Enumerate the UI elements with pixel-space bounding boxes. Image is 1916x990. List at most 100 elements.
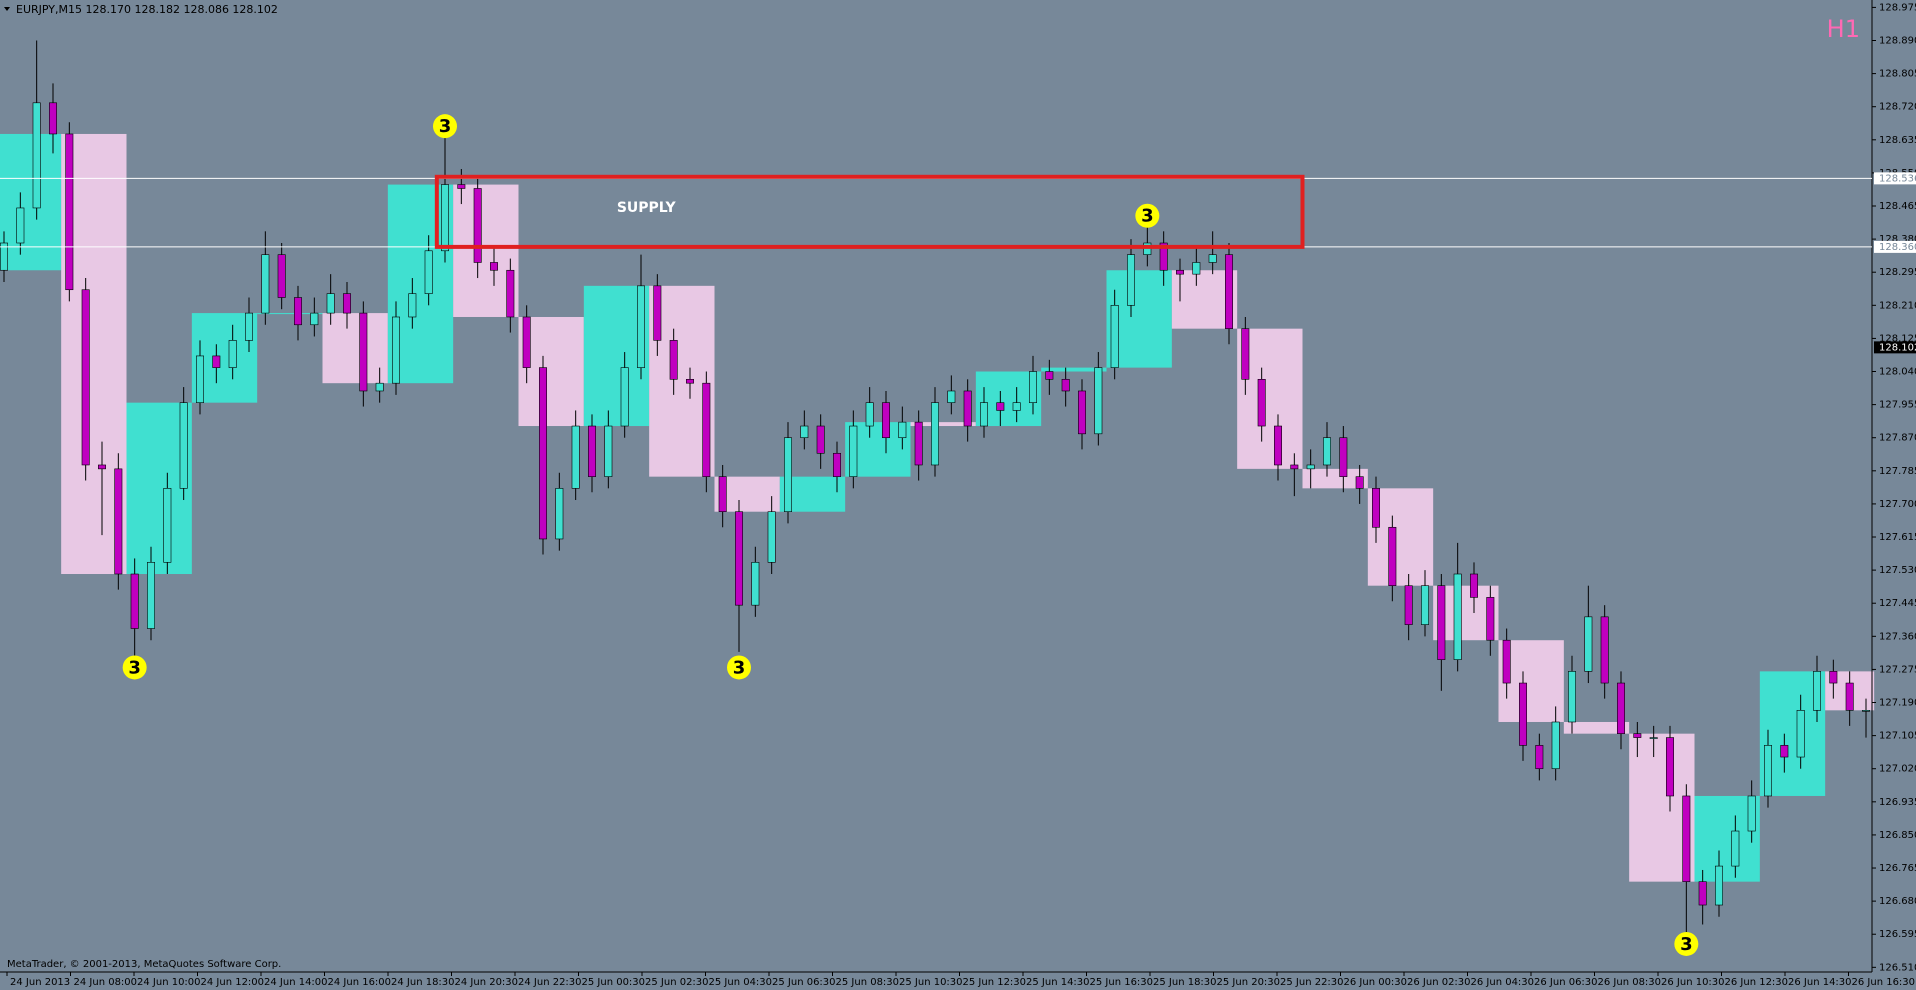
candle-body [130, 573, 139, 629]
candle-body [1094, 367, 1103, 435]
candle-body [1241, 328, 1250, 380]
wave-marker [433, 114, 457, 139]
x-tick-label: 25 Jun 12:30 [963, 977, 1027, 988]
candle-body [1323, 437, 1331, 466]
htf-body [257, 313, 323, 315]
candle-body [522, 316, 531, 368]
candle-body [0, 242, 8, 271]
wave-marker [1135, 203, 1160, 228]
candle-body [1519, 682, 1527, 746]
wave-marker [727, 655, 751, 680]
candle-body [1225, 254, 1233, 329]
candle-body [980, 402, 988, 427]
x-tick-label: 25 Jun 20:30 [1217, 977, 1281, 988]
candle-body [539, 367, 547, 540]
x-tick-label: 24 Jun 18:30 [391, 977, 455, 988]
x-tick-label: 25 Jun 18:30 [1153, 977, 1217, 988]
candle-body [1372, 488, 1380, 528]
y-tick-label: 127.955 [1879, 400, 1916, 411]
y-tick-label: 128.720 [1879, 102, 1916, 113]
candle-body [882, 402, 890, 439]
htf-body [910, 422, 976, 427]
candle-body [1633, 733, 1642, 738]
candle-body [1339, 437, 1348, 477]
candle-body [1453, 573, 1462, 660]
candle-body [1731, 830, 1740, 867]
candle-body [800, 425, 809, 439]
candle-body [1290, 464, 1299, 470]
candle-body [686, 378, 694, 384]
timeframe-label: H1 [1827, 15, 1860, 43]
candle-body [65, 133, 74, 291]
current-price-label: 128.102 [1879, 342, 1916, 353]
candle-body [1649, 737, 1658, 739]
y-tick-label: 126.850 [1879, 830, 1916, 841]
candle-body [1208, 254, 1217, 263]
x-tick-label: 24 Jun 08:00 [74, 977, 138, 988]
candle-body [784, 437, 792, 513]
chart-title: EURJPY,M15 128.170 128.182 128.086 128.1… [16, 3, 278, 16]
candle-body [1584, 616, 1593, 672]
candle-body [1306, 464, 1315, 470]
candle-body [620, 367, 629, 427]
wave-marker [1674, 931, 1699, 956]
candle-body [310, 312, 319, 326]
candle-body [735, 511, 743, 606]
candle-body [473, 188, 482, 263]
candle-body [555, 488, 564, 540]
candle-body [1176, 269, 1184, 275]
candle-body [1747, 795, 1756, 832]
candle-body [1666, 737, 1674, 797]
htf-body [1041, 367, 1107, 372]
candle-body [1437, 585, 1446, 660]
y-tick-label: 127.275 [1879, 664, 1916, 675]
candle-body [947, 390, 956, 403]
candle-body [849, 425, 858, 477]
y-tick-label: 126.765 [1879, 863, 1916, 874]
candle-body [1698, 881, 1707, 906]
candle-body [392, 316, 400, 384]
candle-body [1078, 390, 1086, 435]
candle-body [1862, 710, 1870, 712]
footer: MetaTrader, © 2001-2013, MetaQuotes Soft… [7, 959, 281, 970]
y-tick-label: 126.595 [1879, 929, 1916, 940]
x-tick-label: 25 Jun 16:30 [1090, 977, 1154, 988]
x-tick-label: 24 Jun 10:00 [137, 977, 201, 988]
y-tick-label: 128.295 [1879, 267, 1916, 278]
candle-body [1257, 378, 1266, 427]
x-tick-label: 26 Jun 04:30 [1471, 977, 1535, 988]
candle-body [1682, 795, 1691, 882]
x-tick-label: 24 Jun 16:00 [328, 977, 392, 988]
x-tick-label: 26 Jun 06:30 [1534, 977, 1598, 988]
candle-body [1029, 371, 1037, 403]
x-tick-label: 24 Jun 22:30 [518, 977, 582, 988]
x-tick-label: 25 Jun 06:30 [772, 977, 836, 988]
candle-body [114, 468, 123, 575]
x-tick-label: 25 Jun 02:30 [645, 977, 709, 988]
candle-body [163, 488, 172, 563]
htf-body [1563, 721, 1630, 734]
wave-marker-label: 3 [733, 657, 746, 678]
candle-body [98, 464, 106, 470]
level-label: 128.360 [1879, 242, 1916, 253]
x-tick-label: 26 Jun 14:30 [1788, 977, 1852, 988]
candle-body [653, 285, 662, 341]
candle-body [914, 421, 923, 466]
candle-body [1764, 745, 1772, 797]
x-tick-label: 24 Jun 2013 [10, 977, 70, 988]
wave-marker [122, 655, 147, 680]
y-tick-label: 128.805 [1879, 69, 1916, 80]
candle-body [1486, 597, 1495, 641]
candle-body [1780, 745, 1789, 758]
candle-body [147, 562, 155, 629]
candle-body [441, 184, 449, 252]
candle-body [506, 269, 515, 318]
candle-body [898, 421, 907, 439]
candle-body [637, 285, 645, 368]
x-tick-label: 24 Jun 12:00 [201, 977, 265, 988]
candle-body [767, 511, 776, 563]
candle-body [1551, 721, 1560, 770]
x-tick-label: 26 Jun 10:30 [1661, 977, 1725, 988]
y-tick-label: 128.465 [1879, 201, 1916, 212]
y-tick-label: 127.190 [1879, 698, 1916, 709]
